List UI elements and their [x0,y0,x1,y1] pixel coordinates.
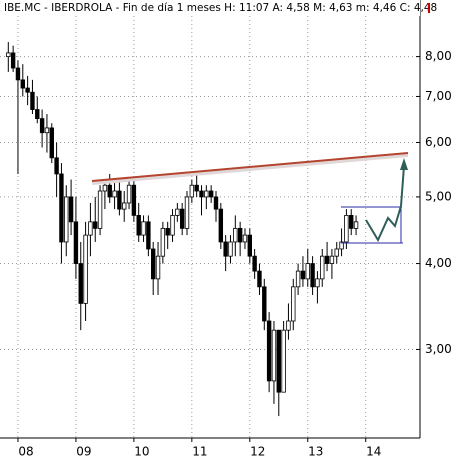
x-tick-label: 14 [366,445,381,459]
candle-body [199,190,204,198]
candle-body [30,91,35,110]
candle-body [179,208,185,229]
candle-body [315,278,320,288]
x-tick-label: 11 [192,445,207,459]
status-marker [428,3,430,13]
candle-body [102,184,108,192]
y-tick-label: 3,00 [425,342,452,356]
candle-body [320,255,325,280]
candle-body [146,221,151,250]
candle-body [252,255,257,272]
candle-body [64,196,69,243]
candle-body [155,255,161,280]
candle-body [68,196,74,223]
candle-body [126,184,132,204]
chart-title: IBE.MC - IBERDROLA - Fin de día 1 meses … [4,2,437,14]
candle-body [286,320,291,331]
candle-body [329,255,335,264]
candle-body [54,157,59,175]
trendline-shadow [91,153,409,185]
candle-body [160,227,166,257]
candle-body [223,241,228,257]
candle-body [208,190,214,198]
candle-body [266,320,272,382]
candle-body [305,263,310,280]
candle-body [324,255,330,264]
candle-body [78,263,83,304]
candle-body [353,221,359,229]
candle-body [310,263,315,288]
candle-body [281,329,286,393]
candle-body [112,190,117,198]
candle-body [141,221,146,236]
candle-body [276,329,281,393]
candle-body [15,67,21,81]
candle-body [262,286,267,322]
y-tick-label: 7,00 [425,89,452,103]
candle-body [49,127,54,159]
candle-body [300,270,306,280]
arrow-head [400,158,408,170]
candle-body [97,190,103,229]
candle-body [122,202,127,210]
candle-body [184,196,190,229]
x-tick-label: 13 [308,445,323,459]
candle-body [247,234,252,257]
candle-body [25,87,30,93]
candle-body [10,52,16,69]
candle-body [44,127,50,134]
candle-body [131,184,137,216]
candle-body [20,79,25,89]
candle-body [136,215,141,236]
candle-body [189,184,195,198]
candle-body [204,190,209,198]
candle-body [83,234,88,304]
candle-body [237,227,243,243]
candle-body [295,270,301,288]
plot-area: 3,00 4,00 5,00 6,00 7,00 8,00 08 09 10 11 12 13 14 [0,0,452,459]
x-tick-label: 10 [134,445,149,459]
candle-body [93,221,98,229]
candle-body [107,184,112,198]
title-bar [0,0,420,16]
candle-body [344,215,349,243]
candle-body [349,215,354,229]
candle-body [257,270,262,288]
candle-body [6,52,11,58]
candle-body [73,221,79,264]
candle-body [334,248,339,257]
candle-body [150,248,156,280]
candle-body [213,196,219,210]
y-tick-label: 4,00 [425,256,452,270]
candle-body [339,241,344,250]
candle-body [35,109,40,119]
y-tick-label: 6,00 [425,135,452,149]
y-tick-label: 8,00 [425,49,452,63]
trendline [91,152,409,182]
projection-arrow [365,165,405,243]
candle-body [165,227,170,236]
x-tick-label: 08 [18,445,33,459]
candle-body [233,227,238,243]
candle-body [242,234,248,243]
candle-body [88,221,93,236]
y-tick-label: 5,00 [425,189,452,203]
candle-body [228,241,233,257]
candle-body [218,208,224,243]
candle-body [39,118,45,134]
x-tick-label: 09 [76,445,91,459]
candle-body [175,208,180,216]
x-tick-label: 12 [250,445,265,459]
candle-body [271,329,277,382]
candle-body [170,215,175,236]
candle-body [194,184,199,192]
candle-body [291,286,296,322]
candle-body [59,173,64,243]
candle-body [117,190,122,210]
